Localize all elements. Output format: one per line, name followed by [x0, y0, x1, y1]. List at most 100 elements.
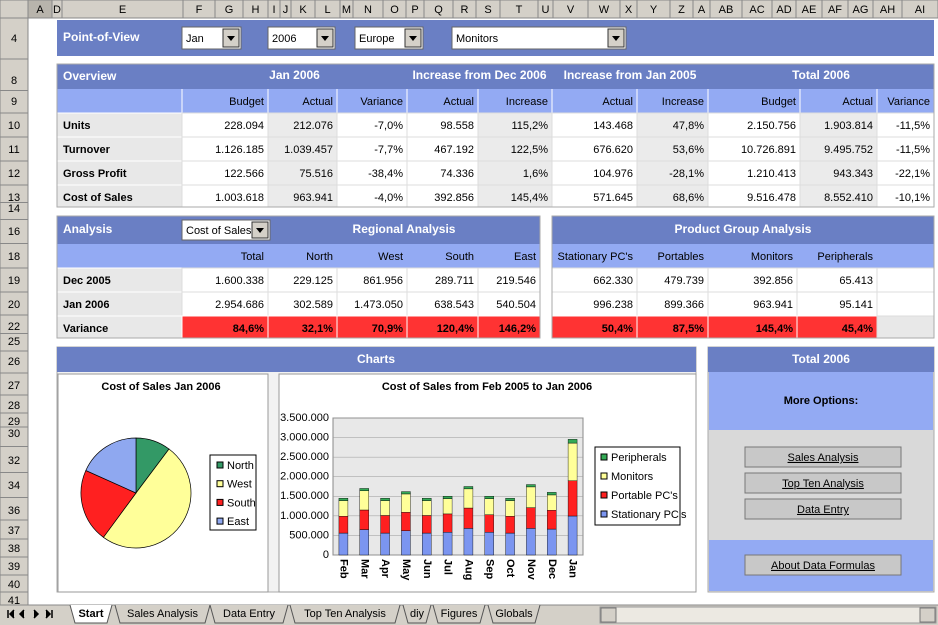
tab-label[interactable]: Start [78, 608, 103, 620]
column-label: AI [915, 4, 925, 16]
sheet-tab[interactable] [487, 604, 541, 624]
dropdown[interactable] [181, 219, 271, 241]
cell-value: 662.330 [593, 275, 633, 287]
plot-area [332, 417, 584, 556]
sheet-tab[interactable] [114, 604, 211, 624]
bar-segment [463, 488, 474, 509]
sheet-tab[interactable] [209, 604, 289, 624]
cell-value: 104.976 [593, 168, 633, 180]
cell [181, 267, 269, 293]
cell-value: 2.954.686 [215, 299, 264, 311]
bar-segment [505, 498, 515, 501]
link-label[interactable]: About Data Formulas [771, 560, 875, 572]
tab-nav[interactable] [33, 609, 40, 619]
sheet-tab[interactable] [402, 604, 432, 624]
column-label: D [53, 4, 61, 16]
link-button[interactable] [744, 554, 902, 576]
tab-label[interactable]: Sales Analysis [127, 608, 198, 620]
column-heading: South [445, 251, 474, 263]
row-label: 32 [8, 455, 20, 467]
sheet-tab[interactable] [289, 604, 401, 624]
bar-segment [401, 493, 411, 513]
link-button[interactable] [744, 446, 902, 468]
cell-value: 392.856 [434, 192, 474, 204]
cell-value: 899.366 [664, 299, 704, 311]
cell-value: 50,4% [602, 323, 633, 335]
dropdown-arrow [227, 36, 235, 41]
column-label: J [283, 4, 289, 16]
scroll-button[interactable] [919, 607, 936, 623]
cell-value: 943.343 [833, 168, 873, 180]
bar-segment [422, 515, 432, 534]
cell [707, 291, 798, 317]
column-label: AF [828, 4, 842, 16]
tab-nav[interactable] [45, 609, 53, 619]
legend-label: Peripherals [611, 452, 667, 464]
column-label: W [599, 4, 610, 16]
cell [799, 136, 878, 162]
cell-value: -7,7% [374, 144, 403, 156]
cell [267, 267, 338, 293]
scrollbar[interactable] [599, 606, 937, 624]
tab-label[interactable]: Globals [495, 608, 533, 620]
scroll-button[interactable] [600, 607, 617, 623]
cell [477, 136, 553, 162]
legend-label: Portable PC's [611, 490, 678, 502]
dropdown-value[interactable]: Cost of Sales [186, 225, 252, 237]
link-label[interactable]: Top Ten Analysis [782, 478, 864, 490]
column-label: Z [678, 4, 685, 16]
sheet-tab[interactable] [432, 604, 486, 624]
tab-label[interactable]: Top Ten Analysis [304, 608, 386, 620]
column-label: U [542, 4, 550, 16]
tab-label[interactable]: diy [410, 608, 425, 620]
cell-value: 87,5% [673, 323, 704, 335]
analysis-frame [56, 215, 541, 339]
sheet-tab[interactable] [69, 604, 113, 624]
link-label[interactable]: Data Entry [797, 504, 849, 516]
link-button[interactable] [744, 498, 902, 520]
row-header [0, 219, 29, 244]
bar-segment [526, 486, 536, 508]
link-button[interactable] [744, 472, 902, 494]
row-label: 27 [8, 380, 20, 392]
bar-segment [442, 498, 453, 515]
cell-value: 74.336 [440, 168, 474, 180]
bar-segment [505, 516, 515, 534]
dropdown-value[interactable]: Monitors [456, 33, 499, 45]
dropdown-value[interactable]: Jan [186, 33, 204, 45]
bar-segment [380, 500, 390, 516]
row-label: Cost of Sales [63, 192, 133, 204]
cell [267, 291, 338, 317]
bar-segment [442, 496, 453, 499]
row-label-cell [56, 136, 183, 162]
column-label: F [196, 4, 203, 16]
dropdown-value[interactable]: Europe [359, 33, 394, 45]
dropdown-value[interactable]: 2006 [272, 33, 296, 45]
tab-label[interactable]: Data Entry [223, 608, 275, 620]
legend-label: West [227, 479, 252, 491]
link-label[interactable]: Sales Analysis [788, 452, 859, 464]
legend-swatch [600, 453, 608, 461]
dropdown[interactable] [451, 26, 627, 50]
row-label: 11 [8, 144, 19, 156]
tab-label[interactable]: Figures [441, 608, 478, 620]
bar-segment [463, 528, 474, 556]
column-label: X [625, 4, 633, 16]
column-heading: Budget [229, 96, 264, 108]
cell [267, 112, 338, 138]
y-tick-label: 2.500.000 [280, 451, 329, 463]
regional-title: Regional Analysis [353, 222, 456, 236]
cell-value: 98.558 [440, 120, 474, 132]
cell [336, 291, 408, 317]
tab-nav[interactable] [7, 609, 15, 619]
row-label: 8 [11, 75, 17, 87]
analysis-title: Analysis [63, 222, 113, 236]
tab-nav[interactable] [18, 609, 25, 619]
bar-segment [505, 532, 515, 556]
bar-segment [338, 532, 349, 556]
cell [876, 315, 935, 339]
cell [636, 160, 709, 186]
x-tick-label: Jan [567, 559, 579, 578]
options-heading: More Options: [784, 395, 859, 407]
cell [707, 136, 801, 162]
